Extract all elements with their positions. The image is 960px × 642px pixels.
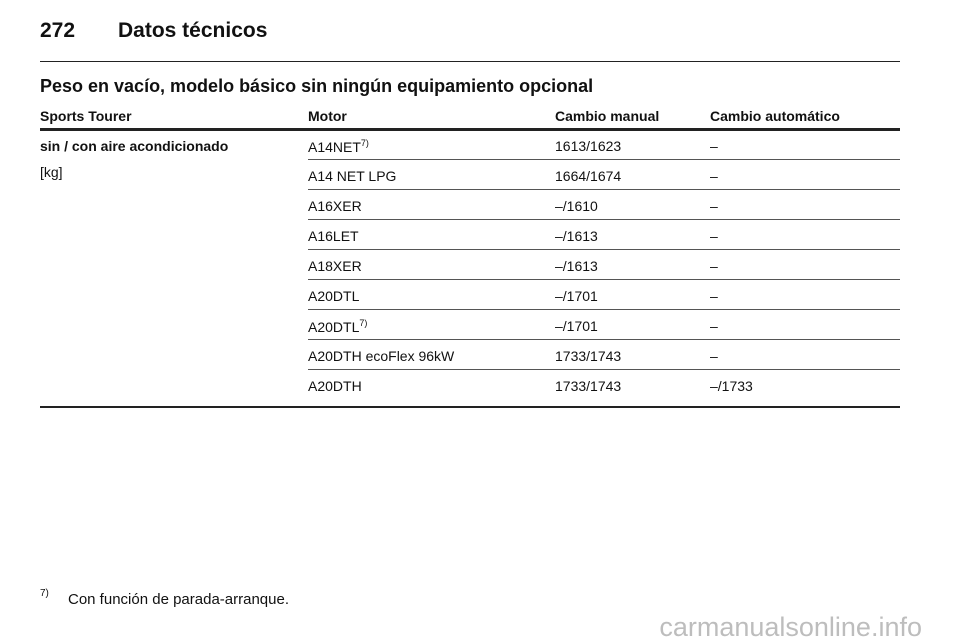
row-rule <box>308 219 900 220</box>
column-header: Sports Tourer <box>40 108 132 124</box>
section-title: Peso en vacío, modelo básico sin ningún … <box>40 76 594 96</box>
motor-cell: A16LET <box>308 228 359 244</box>
footnote-text: Con función de parada-arranque. <box>68 591 289 608</box>
header-rule <box>40 61 900 62</box>
manual-cell: 1733/1743 <box>555 348 622 364</box>
auto-cell: – <box>710 138 718 154</box>
motor-cell: A20DTH <box>308 378 362 394</box>
motor-cell: A14NET7) <box>308 138 369 155</box>
auto-cell: – <box>710 318 718 334</box>
manual-cell: –/1701 <box>555 318 598 334</box>
motor-cell: A20DTH ecoFlex 96kW <box>308 348 454 364</box>
motor: A20DTL <box>308 288 360 304</box>
row-rule <box>308 159 900 160</box>
table-header-rule <box>40 128 900 131</box>
auto-cell: – <box>710 198 718 214</box>
row-rule <box>308 249 900 250</box>
motor: A16LET <box>308 228 359 244</box>
table-bottom-rule <box>40 406 900 408</box>
motor: A20DTH <box>308 378 362 394</box>
group-unit: [kg] <box>40 164 63 180</box>
manual-cell: –/1701 <box>555 288 598 304</box>
motor: A14NET <box>308 139 361 155</box>
row-rule <box>308 189 900 190</box>
motor-cell: A16XER <box>308 198 362 214</box>
motor-cell: A14 NET LPG <box>308 168 396 184</box>
motor: A20DTH ecoFlex 96kW <box>308 348 455 364</box>
group-label: sin / con aire acondicionado <box>40 138 229 154</box>
auto-cell: – <box>710 228 718 244</box>
manual-cell: –/1610 <box>555 198 598 214</box>
footnote-mark: 7) <box>40 588 49 599</box>
footnote-ref: 7) <box>360 138 369 148</box>
manual-cell: –/1613 <box>555 258 598 274</box>
motor: A16XER <box>308 198 362 214</box>
row-rule <box>308 369 900 370</box>
page-title: Datos técnicos <box>118 19 268 42</box>
watermark: carmanualsonline.info <box>659 612 922 642</box>
row-rule <box>308 339 900 340</box>
motor: A14 NET LPG <box>308 168 397 184</box>
column-header: Cambio automático <box>710 108 840 124</box>
column-header: Motor <box>308 108 347 124</box>
auto-cell: – <box>710 258 718 274</box>
motor-cell: A18XER <box>308 258 362 274</box>
manual-cell: 1733/1743 <box>555 378 622 394</box>
auto-cell: – <box>710 348 718 364</box>
motor-cell: A20DTL <box>308 288 359 304</box>
footnote-ref: 7) <box>359 318 368 328</box>
auto-cell: – <box>710 288 718 304</box>
motor: A18XER <box>308 258 362 274</box>
auto-cell: – <box>710 168 718 184</box>
manual-cell: 1664/1674 <box>555 168 622 184</box>
row-rule <box>308 309 900 310</box>
motor: A20DTL <box>308 319 360 335</box>
motor-cell: A20DTL7) <box>308 318 367 335</box>
page-number: 272 <box>40 19 76 42</box>
auto-cell: –/1733 <box>710 378 753 394</box>
manual-cell: 1613/1623 <box>555 138 622 154</box>
row-rule <box>308 279 900 280</box>
column-header: Cambio manual <box>555 108 660 124</box>
manual-cell: –/1613 <box>555 228 598 244</box>
